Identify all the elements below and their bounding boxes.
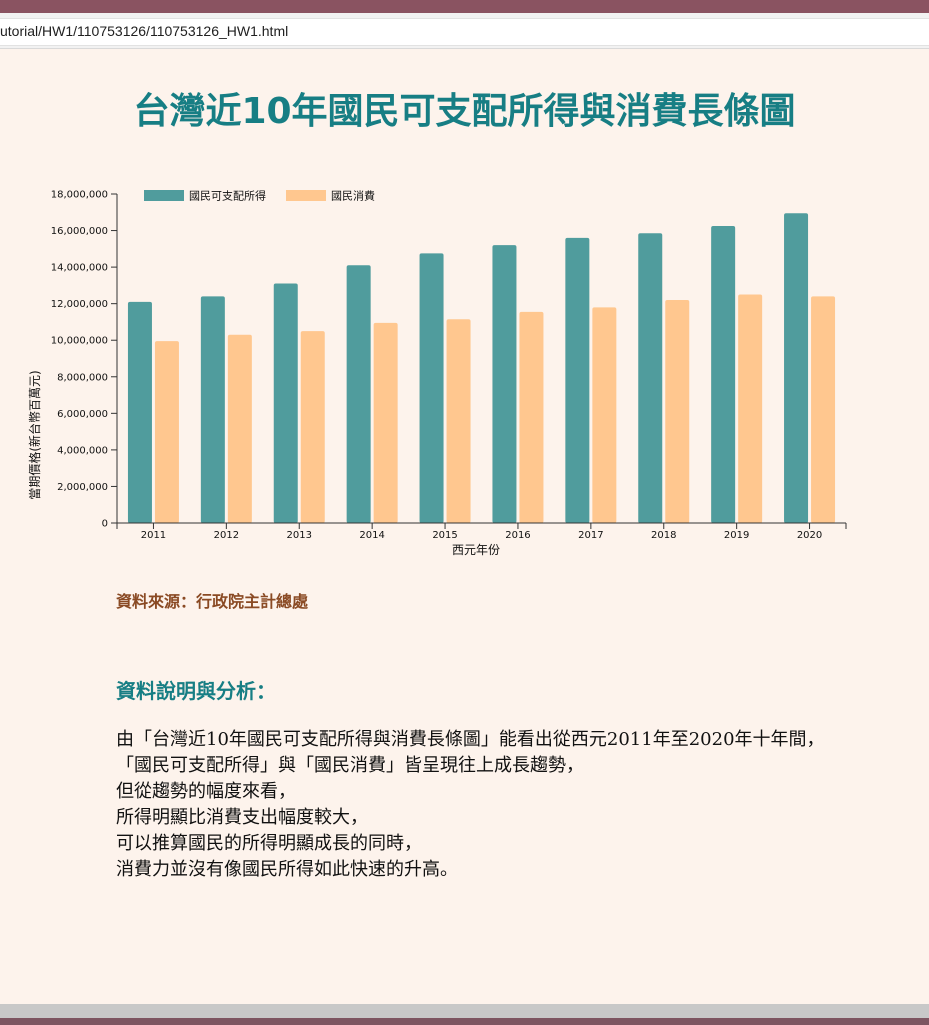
browser-address-bar: utorial/HW1/110753126/110753126_HW1.html (0, 13, 929, 49)
url-field[interactable]: utorial/HW1/110753126/110753126_HW1.html (0, 18, 929, 46)
x-axis: 2011 2012 2013 2014 2015 2016 2017 2018 2019 2020 (116, 522, 847, 541)
x-tick-label: 2016 (505, 530, 530, 541)
legend-label: 國民消費 (331, 189, 375, 203)
analysis-line: 可以推算國民的所得明顯成長的同時， (116, 833, 422, 854)
x-tick-label: 2012 (214, 530, 239, 541)
y-tick-label: 4,000,000 (57, 445, 108, 456)
analysis-text: 由「台灣近10年國民可支配所得與消費長條圖」能看出從西元2011年至2020年十… (116, 727, 825, 883)
bar-consumption (811, 296, 836, 523)
bar-consumption (300, 331, 325, 523)
page-title: 台灣近10年國民可支配所得與消費長條圖 (133, 91, 796, 132)
analysis-line: 但從趨勢的幅度來看， (116, 781, 296, 802)
x-tick-label: 2019 (724, 530, 749, 541)
analysis-heading: 資料說明與分析： (116, 679, 276, 703)
bar-consumption (665, 300, 690, 523)
horizontal-scrollbar[interactable] (0, 1004, 929, 1018)
y-tick-label: 2,000,000 (57, 482, 108, 493)
chart-bars (127, 213, 836, 524)
bar-income (273, 283, 298, 523)
bar-consumption (373, 322, 398, 523)
x-tick-label: 2011 (141, 530, 166, 541)
y-axis-label: 當期價格(新台幣百萬元) (27, 370, 42, 499)
y-tick-label: 0 (102, 519, 108, 530)
bar-income (565, 237, 590, 523)
y-tick-label: 10,000,000 (51, 336, 108, 347)
x-tick-label: 2014 (359, 530, 384, 541)
bar-income (492, 245, 517, 523)
bar-consumption (592, 307, 617, 523)
y-axis: 0 2,000,000 4,000,000 6,000,000 8,000,000 10,… (51, 190, 118, 530)
x-tick-label: 2015 (432, 530, 457, 541)
bar-income (711, 225, 736, 523)
chart-legend: 國民可支配所得 國民消費 (144, 189, 375, 203)
analysis-line: 消費力並沒有像國民所得如此快速的升高。 (116, 859, 458, 880)
y-tick-label: 18,000,000 (51, 190, 108, 201)
bar-income (784, 213, 809, 524)
legend-label: 國民可支配所得 (189, 190, 266, 203)
x-tick-label: 2020 (797, 530, 822, 541)
y-tick-label: 16,000,000 (51, 226, 108, 237)
analysis-line: 所得明顯比消費支出幅度較大， (116, 807, 368, 828)
y-tick-label: 12,000,000 (51, 299, 108, 310)
bar-consumption (154, 341, 179, 523)
bar-chart: 0 2,000,000 4,000,000 6,000,000 8,000,000 10,… (27, 189, 847, 557)
y-tick-label: 8,000,000 (57, 372, 108, 383)
bar-income (200, 296, 225, 523)
bar-consumption (446, 319, 471, 523)
x-axis-label: 西元年份 (452, 543, 500, 557)
bar-consumption (519, 311, 544, 523)
analysis-line: 由「台灣近10年國民可支配所得與消費長條圖」能看出從西元2011年至2020年十… (116, 729, 825, 750)
bar-consumption (738, 294, 763, 523)
url-text: utorial/HW1/110753126/110753126_HW1.html (0, 23, 289, 39)
x-tick-label: 2018 (651, 530, 676, 541)
bar-consumption (227, 334, 252, 523)
y-tick-label: 6,000,000 (57, 409, 108, 420)
x-tick-label: 2017 (578, 530, 603, 541)
x-tick-label: 2013 (287, 530, 312, 541)
browser-bottom-bar (0, 1018, 929, 1025)
bar-income (346, 265, 371, 523)
legend-swatch-income (144, 190, 184, 201)
bar-income (638, 233, 663, 523)
bar-income (127, 301, 152, 523)
bar-income (419, 253, 444, 523)
browser-top-bar (0, 0, 929, 13)
legend-swatch-consumption (286, 190, 326, 201)
data-source: 資料來源：行政院主計總處 (116, 592, 309, 611)
analysis-line: 「國民可支配所得」與「國民消費」皆呈現往上成長趨勢， (116, 755, 584, 776)
y-tick-label: 14,000,000 (51, 263, 108, 274)
